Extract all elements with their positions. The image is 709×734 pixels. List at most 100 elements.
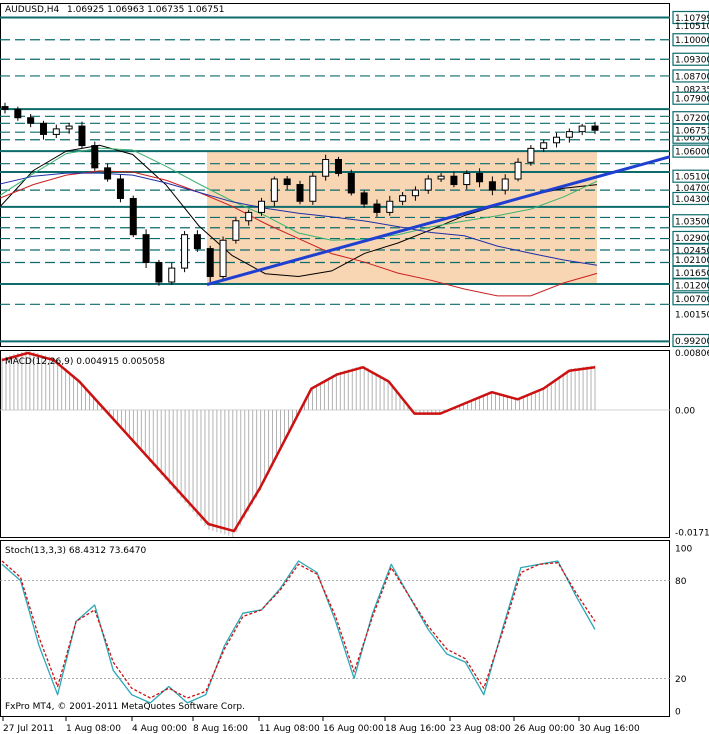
moving-average-line xyxy=(0,172,598,266)
price-label: 1.01650 xyxy=(675,269,709,279)
price-label: 1.04300 xyxy=(675,195,709,205)
price-label: 1.04700 xyxy=(675,184,709,194)
moving-average-line xyxy=(0,170,598,297)
candle-body xyxy=(142,234,150,264)
candle-body xyxy=(116,178,124,199)
price-label: 1.00150 xyxy=(675,311,709,321)
time-tick-label: 8 Aug 16:00 xyxy=(193,724,248,734)
time-tick-label: 27 Jul 2011 xyxy=(3,724,54,734)
price-label: 1.01200 xyxy=(675,281,709,291)
candle-body xyxy=(591,125,599,131)
candle-body xyxy=(65,125,73,130)
price-label: 1.02100 xyxy=(675,256,709,266)
price-label: 1.06500 xyxy=(675,134,709,144)
time-axis: 27 Jul 2011 1 Aug 08:00 4 Aug 00:00 8 Aug 1… xyxy=(2,717,640,734)
stoch-tick-label: 80 xyxy=(675,577,687,587)
candle-body xyxy=(283,178,291,186)
candle-body xyxy=(450,175,458,186)
candle-body xyxy=(91,145,99,169)
price-label-box xyxy=(672,214,709,228)
macd-tick-label: 0.00806 xyxy=(675,349,709,359)
price-label: 1.02450 xyxy=(675,246,709,256)
stoch-tick-label: 20 xyxy=(675,675,687,685)
macd-pane[interactable]: 0.00806 0.00 -0.01713 xyxy=(0,349,709,539)
price-label: 1.03500 xyxy=(675,217,709,227)
time-tick-label: 26 Aug 00:00 xyxy=(514,724,575,734)
stoch-pane-border xyxy=(0,540,670,717)
price-label-box xyxy=(672,123,709,137)
price-label: 1.08700 xyxy=(675,72,709,82)
price-label: 1.10799 xyxy=(675,14,709,24)
candle-body xyxy=(347,172,355,194)
candle-body xyxy=(322,158,330,177)
time-tick-label: 18 Aug 16:00 xyxy=(385,724,446,734)
price-label: 1.06751 xyxy=(675,127,709,137)
candle-body xyxy=(565,131,573,138)
price-label-box xyxy=(672,52,709,66)
ohlc-header: 1.06925 1.06963 1.06735 1.06751 xyxy=(67,5,224,15)
candle-body xyxy=(104,167,112,180)
price-label-box xyxy=(672,10,709,25)
candle-body xyxy=(540,142,548,149)
price-label-box xyxy=(672,69,709,83)
time-tick-label: 11 Aug 08:00 xyxy=(259,724,320,734)
stochastic-pane[interactable]: 100 80 20 0 xyxy=(0,540,708,718)
candle-body xyxy=(373,203,381,213)
candle-body xyxy=(386,200,394,213)
candle-body xyxy=(219,239,227,277)
price-label-box xyxy=(672,278,709,292)
price-label: 1.02900 xyxy=(675,234,709,244)
price-label-box xyxy=(672,91,709,105)
symbol-header: AUDUSD,H4 xyxy=(5,5,60,15)
candle-body xyxy=(476,172,484,183)
stoch-tick-label: 100 xyxy=(675,545,692,555)
macd-tick-label: -0.01713 xyxy=(675,529,709,539)
candle-body xyxy=(232,220,240,241)
price-label-box xyxy=(672,33,709,47)
trendline xyxy=(206,155,671,286)
candle-body xyxy=(424,178,432,191)
price-label: 1.07900 xyxy=(675,95,709,105)
price-label: 1.06000 xyxy=(675,148,709,158)
price-label: 1.00700 xyxy=(675,295,709,305)
price-label: 1.09300 xyxy=(675,56,709,66)
candle-body xyxy=(245,211,253,222)
price-label: 1.08235 xyxy=(675,85,709,95)
candle-body xyxy=(399,195,407,202)
candle-body xyxy=(360,192,368,205)
candle-body xyxy=(155,262,163,283)
price-label-box xyxy=(672,292,709,306)
candle-body xyxy=(309,175,317,202)
price-label: 1.10510 xyxy=(675,22,709,32)
price-label: 1.05100 xyxy=(675,173,709,183)
candle-body xyxy=(52,128,60,135)
stoch-axis-bg xyxy=(671,541,708,716)
stoch-signal-line xyxy=(1,560,596,699)
candle-body xyxy=(296,184,304,202)
candle-body xyxy=(258,200,266,213)
candle-body xyxy=(181,234,189,269)
time-tick-label: 1 Aug 08:00 xyxy=(66,724,121,734)
copyright-text: FxPro MT4, © 2001-2011 MetaQuotes Softwa… xyxy=(5,702,245,712)
candle-body xyxy=(463,172,471,186)
candle-body xyxy=(437,175,445,180)
moving-average-line xyxy=(0,147,598,241)
candle-body xyxy=(334,158,342,174)
time-tick-label: 16 Aug 00:00 xyxy=(323,724,384,734)
candle-body xyxy=(553,136,561,144)
price-label-box xyxy=(672,191,709,206)
candle-body xyxy=(270,178,278,202)
candle-body xyxy=(1,106,9,110)
candle-body xyxy=(411,189,419,197)
candle-body xyxy=(527,147,535,163)
price-pane-border xyxy=(0,3,670,347)
candle-body xyxy=(501,178,509,191)
time-tick-label: 23 Aug 08:00 xyxy=(450,724,511,734)
candle-body xyxy=(129,197,137,236)
price-label-box xyxy=(672,144,709,158)
candle-body xyxy=(78,125,86,147)
price-label-box xyxy=(672,169,709,183)
price-label: 1.10000 xyxy=(675,36,709,46)
